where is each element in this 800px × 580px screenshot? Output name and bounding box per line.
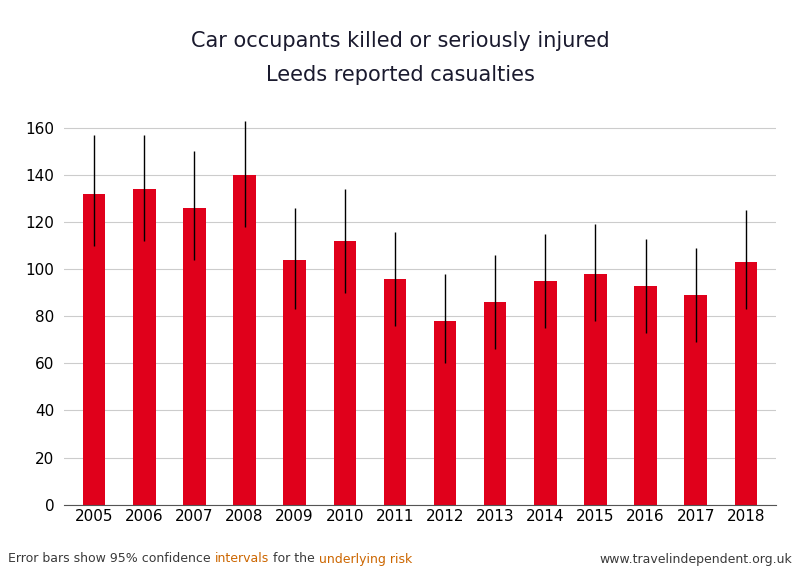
- Bar: [133, 189, 155, 505]
- Bar: [283, 260, 306, 505]
- Text: Car occupants killed or seriously injured: Car occupants killed or seriously injure…: [190, 31, 610, 50]
- Text: Leeds reported casualties: Leeds reported casualties: [266, 66, 534, 85]
- Bar: [484, 302, 506, 505]
- Bar: [634, 286, 657, 505]
- Text: for the: for the: [269, 553, 318, 566]
- Bar: [685, 295, 707, 505]
- Bar: [434, 321, 456, 505]
- Text: underlying risk: underlying risk: [318, 553, 412, 566]
- Bar: [734, 262, 757, 505]
- Text: intervals: intervals: [214, 553, 269, 566]
- Text: www.travelindependent.org.uk: www.travelindependent.org.uk: [599, 553, 792, 566]
- Bar: [534, 281, 557, 505]
- Bar: [384, 278, 406, 505]
- Bar: [584, 274, 606, 505]
- Text: Error bars show 95% confidence: Error bars show 95% confidence: [8, 553, 214, 566]
- Bar: [234, 175, 256, 505]
- Bar: [83, 194, 106, 505]
- Bar: [334, 241, 356, 505]
- Bar: [183, 208, 206, 505]
